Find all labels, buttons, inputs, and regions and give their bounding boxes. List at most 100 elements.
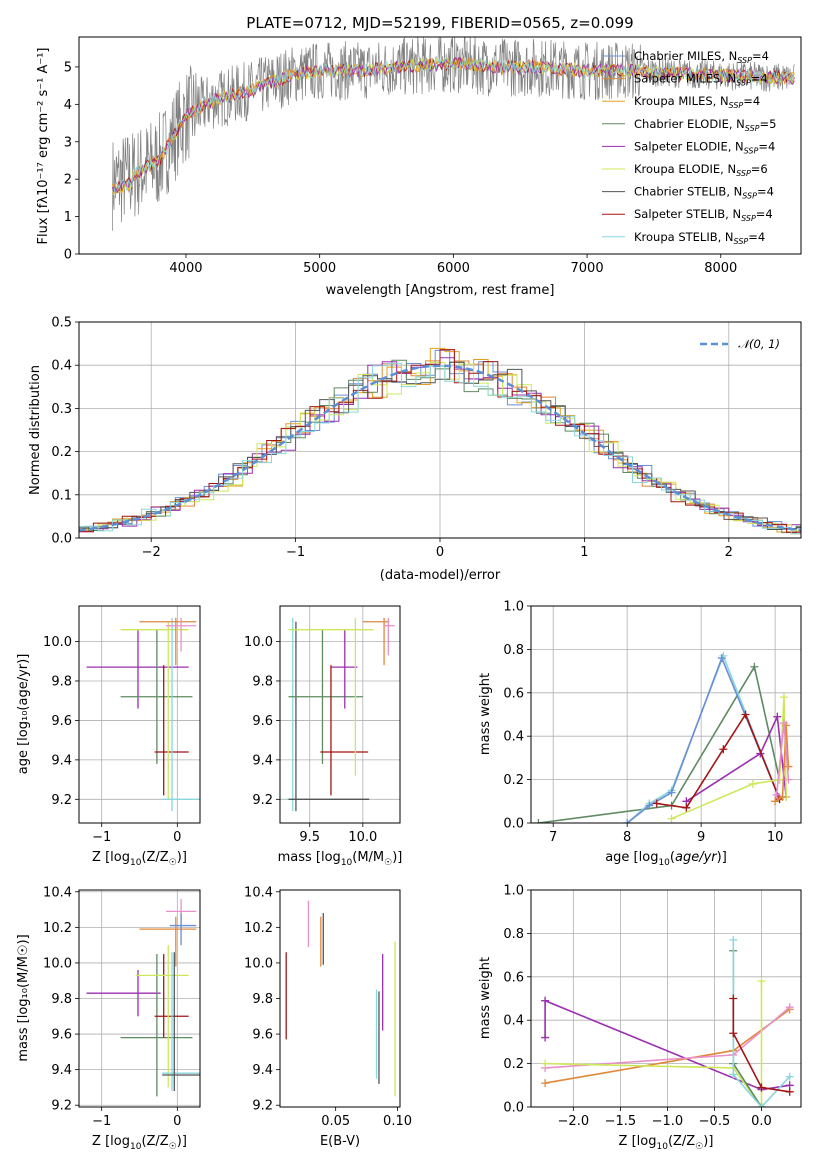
series-marker bbox=[771, 797, 780, 806]
series-marker bbox=[667, 814, 676, 823]
error-bar-point bbox=[384, 617, 395, 656]
x-axis-label: age [log10(age/yr)] bbox=[605, 850, 727, 868]
series-marker bbox=[757, 1083, 766, 1092]
x-tick-label: −1 bbox=[286, 545, 305, 560]
error-bar-point bbox=[288, 621, 370, 812]
residual-histogram bbox=[79, 362, 801, 535]
chart-mass_vs_Z: −1 0 9.2 9.4 9.6 9.8 10.0 10.2 10.4 Z [log10(Z/Z☉… bbox=[16, 885, 201, 1152]
series-line bbox=[685, 713, 787, 802]
x-tick-label: 2 bbox=[725, 545, 733, 560]
series-line bbox=[732, 998, 790, 1093]
error-bar-point bbox=[135, 945, 189, 1088]
y-tick-label: 0.2 bbox=[51, 445, 72, 460]
series-marker bbox=[719, 745, 728, 754]
x-tick-label: 5000 bbox=[303, 261, 336, 276]
x-tick-label: −1.0 bbox=[652, 1114, 684, 1129]
y-tick-label: 0.0 bbox=[503, 817, 524, 832]
plot-frame bbox=[530, 605, 802, 824]
y-tick-label: 1 bbox=[64, 210, 72, 225]
legend-label: Chabrier MILES, NSSP=4 bbox=[634, 49, 769, 65]
series-marker bbox=[682, 803, 691, 812]
x-tick-label: −2.0 bbox=[558, 1114, 590, 1129]
series-marker bbox=[645, 801, 654, 810]
y-tick-label: 0.3 bbox=[51, 402, 72, 417]
y-tick-label: 9.4 bbox=[252, 1063, 273, 1078]
y-tick-label: 10.4 bbox=[244, 885, 273, 900]
x-tick-label: 0.0 bbox=[751, 1114, 772, 1129]
x-axis-label: Z [log10(Z/Z☉)] bbox=[92, 850, 187, 868]
weight-series-line bbox=[729, 994, 794, 1096]
weight-series-line bbox=[652, 710, 784, 812]
chart-residuals: −2 −1 0 1 2 0.0 0.1 0.2 0.3 0.4 0.5 𝒩(0, 1) (data-mo… bbox=[28, 316, 802, 583]
y-tick-label: 10.0 bbox=[43, 956, 72, 971]
y-axis-label: Flux [fλ10⁻¹⁷ erg cm⁻² s⁻¹ A⁻¹] bbox=[36, 48, 51, 245]
error-bar-point bbox=[120, 629, 193, 764]
y-tick-label: 0.4 bbox=[503, 730, 524, 745]
series-marker bbox=[541, 1033, 550, 1042]
series-marker bbox=[750, 662, 759, 671]
series-marker bbox=[757, 977, 766, 986]
series-line bbox=[538, 664, 781, 823]
series-marker bbox=[785, 1072, 794, 1081]
y-tick-label: 10.2 bbox=[43, 921, 72, 936]
x-tick-label: 0 bbox=[436, 545, 444, 560]
residual-histogram bbox=[79, 361, 801, 530]
error-bar-point bbox=[120, 954, 193, 1097]
y-tick-label: 0.6 bbox=[503, 686, 524, 701]
y-tick-label: 3 bbox=[64, 135, 72, 150]
series-marker bbox=[667, 788, 676, 797]
error-bar-point bbox=[120, 621, 189, 800]
x-tick-label: 0.05 bbox=[321, 1114, 350, 1129]
x-axis-label: wavelength [Angstrom, rest frame] bbox=[326, 283, 555, 298]
series-marker bbox=[541, 996, 550, 1005]
legend-label: 𝒩(0, 1) bbox=[738, 337, 780, 351]
series-marker bbox=[717, 654, 726, 663]
series-marker bbox=[775, 775, 784, 784]
y-tick-label: 9.2 bbox=[51, 1099, 72, 1114]
y-tick-label: 9.6 bbox=[51, 714, 72, 729]
x-tick-label: −1.5 bbox=[605, 1114, 637, 1129]
spectrum-lines bbox=[111, 37, 795, 231]
y-tick-label: 0.8 bbox=[503, 643, 524, 658]
series-marker bbox=[729, 1070, 738, 1079]
x-tick-label: 10.0 bbox=[348, 830, 377, 845]
chart-massweight_vs_Z: −2.0 −1.5 −1.0 −0.5 0.0 0.0 0.2 0.4 0.6 0.8 1.0 Z [… bbox=[478, 884, 802, 1152]
x-tick-label: 9 bbox=[697, 830, 705, 845]
error-bar-point bbox=[162, 952, 200, 1091]
y-tick-label: 0.1 bbox=[51, 488, 72, 503]
series-marker bbox=[773, 712, 782, 721]
legend-label: Salpeter ELODIE, NSSP=4 bbox=[634, 139, 775, 155]
y-tick-label: 9.8 bbox=[252, 992, 273, 1007]
y-tick-label: 9.2 bbox=[252, 1099, 273, 1114]
model-spectrum bbox=[111, 56, 795, 194]
y-tick-label: 9.6 bbox=[51, 1028, 72, 1043]
y-tick-label: 0.0 bbox=[51, 532, 72, 547]
chart-spectrum: 4000 5000 6000 7000 8000 0 1 2 3 4 5 Chabrier MILES… bbox=[36, 36, 802, 298]
x-tick-label: 8 bbox=[623, 830, 631, 845]
error-bar-point bbox=[288, 617, 374, 776]
x-tick-label: 10 bbox=[767, 830, 784, 845]
series-marker bbox=[729, 994, 738, 1003]
x-axis-label: E(B-V) bbox=[320, 1134, 360, 1149]
figure-title: PLATE=0712, MJD=52199, FIBERID=0565, z=0… bbox=[246, 14, 633, 32]
y-tick-label: 10.0 bbox=[244, 956, 273, 971]
x-tick-label: 6000 bbox=[437, 261, 470, 276]
y-tick-label: 10.4 bbox=[43, 885, 72, 900]
legend-label: Kroupa ELODIE, NSSP=6 bbox=[634, 162, 768, 178]
chart-mass_vs_ebv: 0.05 0.10 9.2 9.4 9.6 9.8 10.0 10.2 10.4 E(B-V) bbox=[244, 885, 412, 1149]
weight-series bbox=[541, 935, 794, 1107]
plot-frame bbox=[279, 605, 401, 824]
weight-series-line bbox=[772, 719, 793, 799]
weight-series-line bbox=[541, 977, 766, 1107]
y-tick-label: 0 bbox=[64, 248, 72, 263]
y-axis-label: Normed distribution bbox=[28, 365, 43, 495]
weight-series-line bbox=[771, 721, 793, 806]
y-tick-label: 0.8 bbox=[503, 927, 524, 942]
series-marker bbox=[652, 799, 661, 808]
plot-frame bbox=[279, 889, 401, 1108]
chart-age_vs_Z: −1 0 9.2 9.4 9.6 9.8 10.0 Z [log10(Z/Z☉)] age [l… bbox=[16, 605, 201, 868]
series-marker bbox=[784, 775, 793, 784]
series-marker bbox=[729, 1029, 738, 1038]
residual-histograms bbox=[79, 347, 801, 535]
plot-frame bbox=[78, 605, 201, 824]
